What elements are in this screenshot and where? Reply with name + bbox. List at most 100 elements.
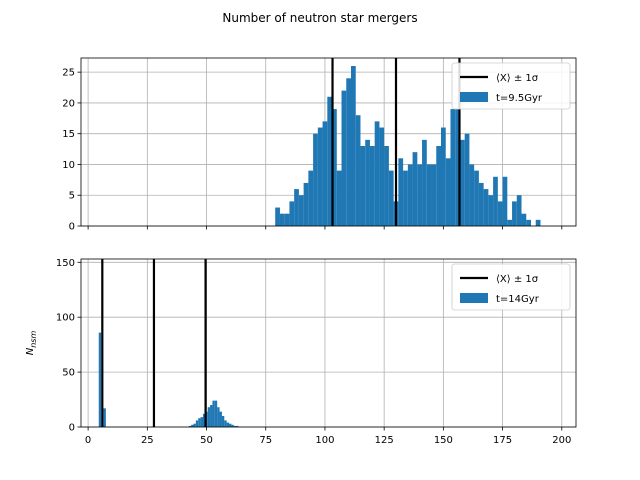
- histogram-bar: [224, 420, 227, 427]
- histogram-bar: [474, 170, 479, 226]
- histogram-bar: [336, 170, 342, 226]
- histogram-bar: [469, 164, 475, 226]
- histogram-bar: [98, 332, 102, 427]
- histogram-bar: [229, 423, 232, 427]
- histogram-bar: [236, 425, 239, 427]
- histogram-bar: [521, 213, 527, 226]
- histogram-bar: [403, 170, 408, 226]
- y-tick-label: 10: [62, 160, 75, 171]
- histogram-bar: [483, 189, 489, 226]
- histogram-bar: [455, 109, 460, 226]
- histogram-bar: [398, 158, 404, 226]
- x-tick-label: 125: [375, 435, 394, 446]
- histogram-bar: [322, 121, 328, 226]
- legend-label: ⟨X⟩ ± 1σ: [496, 73, 539, 84]
- x-tick-label: 50: [200, 435, 213, 446]
- y-tick-label: 15: [62, 129, 75, 140]
- histogram-bar: [214, 400, 218, 427]
- axes-frame: [80, 57, 577, 227]
- y-tick-label: 0: [69, 423, 75, 434]
- histogram-bar: [436, 146, 441, 226]
- histogram-bar: [207, 407, 211, 427]
- x-tick-label: 150: [434, 435, 453, 446]
- y-tick-label: 25: [62, 68, 75, 79]
- histogram-bar: [516, 195, 522, 226]
- y-tick-label: 0: [69, 222, 75, 233]
- histogram-bar: [188, 425, 192, 427]
- x-tick-label: 75: [259, 435, 272, 446]
- histogram-bar: [231, 424, 234, 427]
- histogram-bar: [217, 407, 220, 427]
- histogram-bar: [365, 139, 370, 226]
- x-tick-label: 200: [552, 435, 571, 446]
- legend-patch-swatch: [460, 293, 488, 303]
- histogram-bar: [191, 424, 194, 427]
- histogram-bar: [535, 219, 541, 226]
- histogram-bar: [212, 400, 215, 427]
- histogram-bar: [210, 405, 213, 427]
- histogram-bar: [507, 219, 513, 226]
- histogram-bar: [221, 416, 225, 427]
- histogram-bar: [103, 408, 106, 427]
- legend-label: t=14Gyr: [496, 294, 540, 305]
- histogram-bar: [384, 146, 389, 226]
- legend-label: t=9.5Gyr: [496, 93, 543, 104]
- histogram-bar: [332, 109, 337, 226]
- histogram-bar: [202, 413, 206, 427]
- histogram-bar: [431, 164, 437, 226]
- histogram-bar: [200, 417, 203, 427]
- histogram-bar: [294, 189, 299, 226]
- histogram-bar: [346, 78, 351, 226]
- histogram-bar: [388, 170, 394, 226]
- histogram-bar: [488, 195, 494, 226]
- histogram-bar: [226, 422, 230, 427]
- axes-frame: [80, 258, 577, 428]
- histogram-bar: [298, 195, 304, 226]
- bottom-panel: 0 25 50 75 100 125 150 175 200 0 50 100 150 Nnsm ⟨X⟩ ±…: [25, 258, 577, 446]
- top-panel: 0 5 10 15 20 25 ⟨X⟩ ± 1σ t=9.5Gyr: [62, 57, 577, 233]
- histogram-bar: [526, 219, 531, 226]
- histogram-bar: [303, 182, 309, 226]
- histogram-bar: [355, 115, 361, 226]
- histogram-bar: [374, 121, 380, 226]
- histogram-bar: [284, 213, 290, 226]
- histogram-bar: [422, 139, 427, 226]
- histogram-bar: [195, 420, 199, 427]
- figure-title: Number of neutron star mergers: [222, 11, 417, 25]
- histogram-bar: [379, 127, 385, 226]
- histogram-bar: [275, 207, 280, 226]
- histogram-bar: [497, 201, 503, 226]
- histogram-bar: [464, 133, 470, 226]
- histogram-bar: [351, 66, 356, 226]
- y-tick-label: 5: [69, 191, 75, 202]
- x-tick-label: 175: [493, 435, 512, 446]
- histogram-bar: [426, 164, 432, 226]
- histogram-bar: [308, 170, 314, 226]
- y-tick-label: 50: [62, 368, 75, 379]
- histogram-bar: [407, 164, 413, 226]
- legend: ⟨X⟩ ± 1σ t=9.5Gyr: [451, 62, 571, 110]
- histogram-bar: [317, 127, 323, 226]
- x-tick-label: 100: [315, 435, 334, 446]
- histogram-bar: [459, 139, 465, 226]
- histogram-bar: [417, 164, 423, 226]
- y-axis-label: Nnsm: [25, 331, 38, 356]
- histogram-bar: [450, 109, 456, 226]
- histogram-bar: [279, 213, 285, 226]
- y-tick-label: 100: [56, 313, 75, 324]
- histogram-bar: [233, 425, 237, 427]
- legend-patch-swatch: [460, 92, 488, 102]
- histogram-bar: [493, 176, 498, 226]
- histogram-bar: [313, 133, 318, 226]
- histogram-bar: [341, 90, 347, 226]
- x-tick-label: 25: [141, 435, 154, 446]
- histogram-bar: [478, 182, 484, 226]
- legend: ⟨X⟩ ± 1σ t=14Gyr: [451, 263, 571, 311]
- histogram-bar: [219, 411, 222, 427]
- histogram-bar: [441, 127, 446, 226]
- x-tick-label: 0: [85, 435, 91, 446]
- histogram-bar: [198, 418, 201, 427]
- histogram-bar: [327, 96, 333, 227]
- histogram-bar: [360, 146, 366, 226]
